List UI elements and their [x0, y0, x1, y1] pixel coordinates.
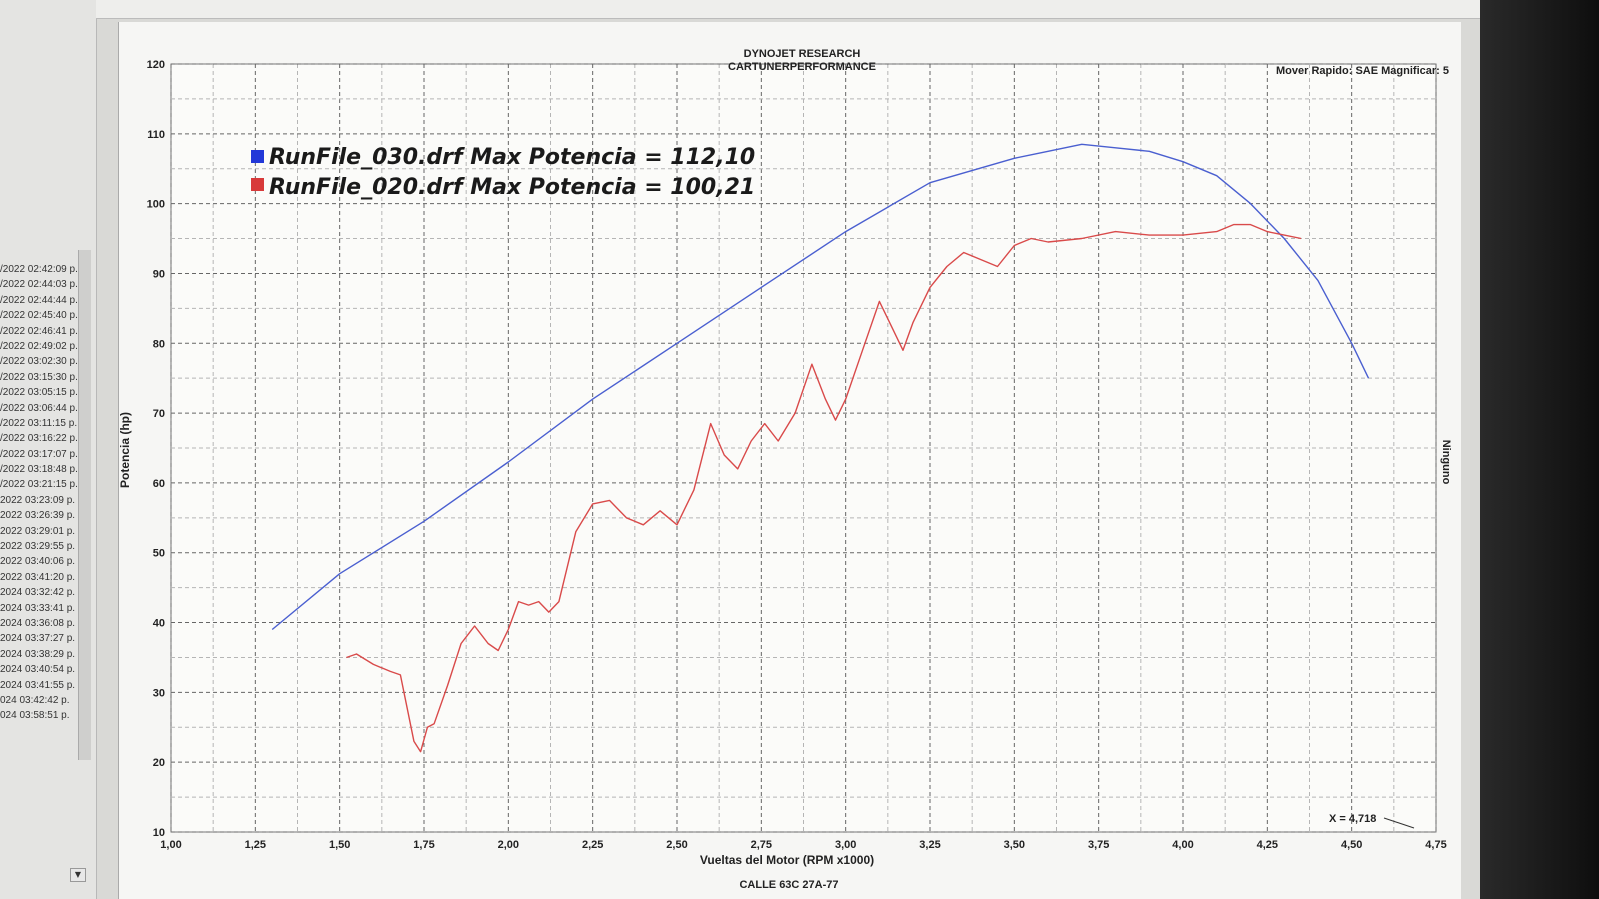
x-tick-label: 2,50	[666, 839, 687, 851]
x-tick-label: 1,25	[245, 839, 266, 851]
shop-address-partial: CALLE 63C 27A-77	[739, 879, 838, 891]
dyno-chart: 1,00 1,25 1,50 1,75 2,00 2,25 2,50 2,75 3,00 3,25…	[119, 48, 1452, 891]
right-axis-label: Ninguno	[1440, 440, 1452, 485]
legend-series-2: RunFile_020.drf Max Potencia = 100,21	[269, 175, 755, 200]
run-list-item[interactable]: /2022 03:11:15 p.	[0, 417, 78, 429]
run-list-item[interactable]: 2024 03:40:54 p.	[0, 664, 76, 676]
run-list-item[interactable]: /2022 03:02:30 p.	[0, 356, 78, 368]
legend-series-1: RunFile_030.drf Max Potencia = 112,10	[269, 145, 755, 170]
run-list: /2022 02:42:09 p. /2022 02:44:03 p. /2022 …	[0, 262, 86, 724]
run-list-item[interactable]: 2022 03:23:09 p.	[0, 494, 76, 506]
x-tick-label: 1,00	[160, 839, 181, 851]
y-tick-label: 120	[147, 59, 165, 71]
run-list-item[interactable]: 2022 03:26:39 p.	[0, 510, 76, 522]
x-tick-label: 4,00	[1172, 839, 1193, 851]
run-list-item[interactable]: /2022 02:44:44 p.	[0, 294, 78, 306]
run-list-item[interactable]: 2022 03:40:06 p.	[0, 556, 76, 568]
run-list-item[interactable]: /2022 03:21:15 p.	[0, 479, 78, 491]
run-list-item[interactable]: /2022 02:45:40 p.	[0, 310, 78, 322]
run-list-item[interactable]: 024 03:42:42 p.	[0, 694, 70, 706]
x-tick-label: 3,75	[1088, 839, 1109, 851]
tick-labels: 1,00 1,25 1,50 1,75 2,00 2,25 2,50 2,75 3,00 3,25…	[147, 59, 1447, 851]
run-list-item[interactable]: /2022 03:17:07 p.	[0, 448, 78, 460]
series-line-1	[271, 143, 1370, 631]
run-list-item[interactable]: 2024 03:32:42 p.	[0, 587, 76, 599]
dyno-graph-window: 1,00 1,25 1,50 1,75 2,00 2,25 2,50 2,75 3,00 3,25…	[118, 22, 1461, 899]
cursor-pointer-line	[1383, 817, 1415, 829]
chart-title-line2: CARTUNERPERFORMANCE	[728, 61, 876, 73]
screen: /2022 02:42:09 p. /2022 02:44:03 p. /2022 …	[0, 0, 1480, 899]
y-tick-label: 70	[153, 408, 165, 420]
y-tick-label: 60	[153, 478, 165, 490]
run-list-item[interactable]: /2022 03:15:30 p.	[0, 371, 78, 383]
window-top-bar	[96, 0, 1480, 19]
run-list-item[interactable]: 2024 03:37:27 p.	[0, 633, 76, 645]
x-tick-label: 2,00	[498, 839, 519, 851]
x-tick-label: 3,25	[919, 839, 940, 851]
run-list-item[interactable]: /2022 02:46:41 p.	[0, 325, 78, 337]
y-tick-label: 100	[147, 199, 165, 211]
run-list-item[interactable]: /2022 02:42:09 p.	[0, 264, 78, 275]
y-tick-label: 110	[147, 129, 165, 141]
monitor-bezel	[1480, 0, 1599, 899]
run-list-item[interactable]: /2022 03:05:15 p.	[0, 387, 78, 399]
run-list-item[interactable]: 2024 03:38:29 p.	[0, 648, 76, 660]
run-list-item[interactable]: 2022 03:41:20 p.	[0, 571, 76, 583]
chart-title-line1: DYNOJET RESEARCH	[744, 48, 861, 60]
cursor-readout: X = 4,718	[1329, 813, 1376, 825]
x-tick-label: 1,75	[413, 839, 434, 851]
x-tick-label: 4,25	[1257, 839, 1278, 851]
x-tick-label: 4,50	[1341, 839, 1362, 851]
run-list-item[interactable]: /2022 03:06:44 p.	[0, 402, 78, 414]
series-lines	[271, 143, 1370, 753]
x-tick-label: 3,50	[1004, 839, 1025, 851]
y-tick-label: 50	[153, 548, 165, 560]
series-line-2	[346, 223, 1302, 753]
y-tick-label: 90	[153, 268, 165, 280]
y-tick-label: 20	[153, 757, 165, 769]
y-tick-label: 80	[153, 338, 165, 350]
run-list-scrollbar[interactable]	[78, 250, 91, 760]
y-tick-label: 40	[153, 618, 165, 630]
run-list-item[interactable]: 2022 03:29:01 p.	[0, 525, 76, 537]
zoom-status: Mover Rapido: SAE Magnificar: 5	[1276, 65, 1449, 77]
legend-swatch-blue	[251, 150, 264, 163]
run-list-item[interactable]: 024 03:58:51 p.	[0, 710, 70, 722]
run-list-item[interactable]: /2022 02:44:03 p.	[0, 279, 78, 291]
run-list-item[interactable]: 2024 03:41:55 p.	[0, 679, 76, 691]
y-tick-label: 10	[153, 827, 165, 839]
x-tick-label: 4,75	[1425, 839, 1446, 851]
run-list-item[interactable]: /2022 03:16:22 p.	[0, 433, 78, 445]
x-axis-label: Vueltas del Motor (RPM x1000)	[700, 853, 874, 867]
y-tick-label: 30	[153, 687, 165, 699]
x-tick-label: 3,00	[835, 839, 856, 851]
grid-lines	[170, 63, 1437, 833]
x-tick-label: 2,75	[751, 839, 772, 851]
run-list-item[interactable]: 2024 03:36:08 p.	[0, 617, 76, 629]
x-tick-label: 1,50	[329, 839, 350, 851]
run-file-panel: /2022 02:42:09 p. /2022 02:44:03 p. /2022 …	[0, 0, 97, 899]
scroll-down-button[interactable]: ▼	[70, 868, 86, 882]
legend-swatch-red	[251, 178, 264, 191]
y-axis-label: Potencia (hp)	[119, 412, 132, 488]
x-tick-label: 2,25	[582, 839, 603, 851]
run-list-item[interactable]: 2024 03:33:41 p.	[0, 602, 76, 614]
run-list-item[interactable]: /2022 03:18:48 p.	[0, 464, 78, 476]
run-list-item[interactable]: 2022 03:29:55 p.	[0, 541, 76, 553]
run-list-item[interactable]: /2022 02:49:02 p.	[0, 340, 78, 352]
